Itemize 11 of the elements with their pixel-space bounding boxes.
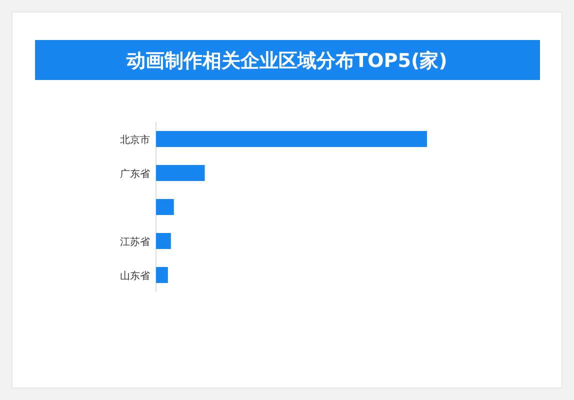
y-tick-label: 北京市	[120, 134, 150, 146]
bar	[156, 165, 205, 181]
title: 动画制作相关企业区域分布TOP5(家)	[35, 40, 540, 80]
y-tick-label: 江苏省	[120, 236, 150, 248]
y-tick-label: 广东省	[120, 168, 150, 180]
bar	[156, 199, 174, 215]
bar	[156, 233, 171, 249]
bar	[156, 131, 427, 147]
bar	[156, 267, 168, 283]
y-tick-label: 山东省	[120, 270, 150, 282]
chart-title: 动画制作相关企业区域分布TOP5(家)	[126, 50, 448, 72]
